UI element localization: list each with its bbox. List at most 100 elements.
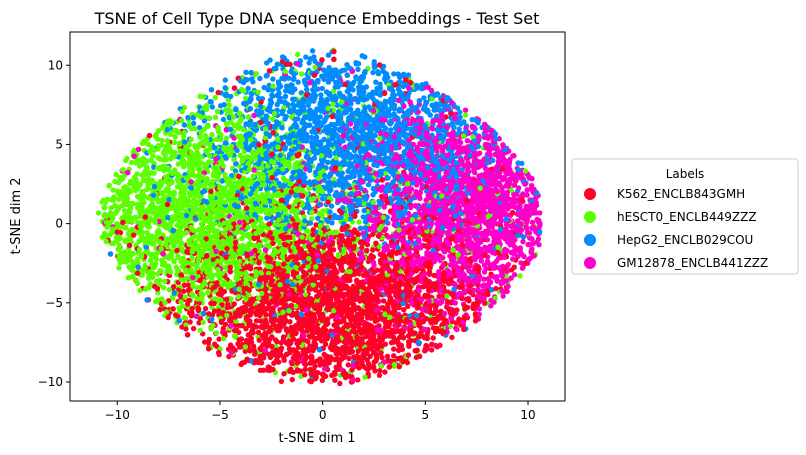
scatter-point-series-3 <box>381 204 387 210</box>
scatter-point-series-1 <box>155 297 161 303</box>
scatter-point-series-2 <box>359 53 365 59</box>
scatter-point-series-1 <box>208 146 214 152</box>
scatter-point-series-2 <box>295 79 301 85</box>
scatter-point-series-0 <box>368 315 374 321</box>
scatter-point-series-1 <box>100 197 107 203</box>
scatter-point-series-0 <box>461 326 467 333</box>
scatter-point-series-1 <box>127 180 133 187</box>
scatter-point-series-3 <box>500 156 507 162</box>
scatter-point-series-0 <box>381 90 388 97</box>
scatter-point-series-3 <box>408 204 414 210</box>
scatter-point-series-0 <box>379 355 385 361</box>
scatter-point-series-2 <box>391 71 397 77</box>
scatter-point-series-1 <box>95 210 102 216</box>
scatter-point-series-2 <box>306 60 312 66</box>
scatter-point-series-1 <box>197 93 203 100</box>
scatter-point-series-2 <box>459 167 465 173</box>
scatter-point-series-1 <box>136 202 143 209</box>
scatter-point-series-2 <box>304 86 310 93</box>
scatter-point-series-3 <box>481 276 487 282</box>
scatter-point-series-1 <box>301 243 308 249</box>
scatter-point-series-2 <box>222 77 228 83</box>
scatter-point-series-3 <box>412 118 418 124</box>
scatter-point-series-1 <box>179 303 186 309</box>
scatter-point-series-0 <box>459 295 465 302</box>
chart-title: TSNE of Cell Type DNA sequence Embedding… <box>94 9 540 28</box>
scatter-point-series-0 <box>256 337 262 343</box>
scatter-point-series-1 <box>226 102 232 108</box>
scatter-point-series-0 <box>289 376 295 383</box>
scatter-point-series-1 <box>196 243 203 249</box>
scatter-point-series-0 <box>377 367 383 374</box>
scatter-point-series-0 <box>190 325 197 332</box>
scatter-point-series-1 <box>199 160 205 166</box>
scatter-point-series-3 <box>461 289 467 295</box>
scatter-points <box>95 47 543 387</box>
scatter-point-series-0 <box>401 307 407 313</box>
scatter-point-series-0 <box>212 341 218 347</box>
scatter-point-series-1 <box>155 290 161 296</box>
scatter-point-series-1 <box>223 107 229 113</box>
scatter-point-series-2 <box>316 119 322 125</box>
scatter-point-series-0 <box>449 334 455 341</box>
scatter-point-series-0 <box>321 351 327 358</box>
scatter-point-series-2 <box>266 105 272 111</box>
scatter-point-series-1 <box>186 169 192 175</box>
scatter-point-series-0 <box>396 304 402 311</box>
scatter-point-series-2 <box>325 52 332 58</box>
scatter-point-series-2 <box>302 79 308 86</box>
scatter-point-series-3 <box>488 303 494 309</box>
scatter-point-series-2 <box>421 95 427 101</box>
scatter-point-series-1 <box>115 206 122 212</box>
scatter-point-series-0 <box>187 319 193 325</box>
scatter-point-series-1 <box>517 273 523 279</box>
scatter-point-series-2 <box>456 126 462 132</box>
scatter-point-series-2 <box>261 84 267 91</box>
scatter-point-series-1 <box>129 159 135 166</box>
scatter-point-series-0 <box>346 355 352 362</box>
scatter-point-series-3 <box>513 197 519 203</box>
scatter-point-series-2 <box>370 192 376 198</box>
scatter-point-series-0 <box>355 377 361 383</box>
scatter-point-series-2 <box>303 54 309 60</box>
scatter-point-series-3 <box>475 286 481 293</box>
scatter-point-series-0 <box>247 312 253 318</box>
scatter-point-series-1 <box>144 230 150 236</box>
scatter-point-series-3 <box>462 107 469 113</box>
scatter-point-series-0 <box>302 366 308 372</box>
scatter-point-series-2 <box>357 225 364 231</box>
scatter-point-series-1 <box>168 220 174 226</box>
scatter-point-series-0 <box>359 244 365 251</box>
scatter-point-series-0 <box>380 298 387 304</box>
scatter-point-series-1 <box>356 219 362 225</box>
scatter-point-series-2 <box>311 54 317 60</box>
scatter-point-series-1 <box>189 255 195 261</box>
scatter-point-series-0 <box>216 336 222 342</box>
scatter-point-series-1 <box>135 219 141 226</box>
scatter-point-series-3 <box>476 294 482 300</box>
scatter-point-series-0 <box>391 353 397 359</box>
scatter-point-series-0 <box>430 335 436 341</box>
scatter-point-series-2 <box>375 69 381 75</box>
scatter-point-series-2 <box>326 65 332 71</box>
scatter-point-series-1 <box>112 178 118 185</box>
scatter-point-series-1 <box>231 333 238 339</box>
scatter-point-series-3 <box>511 272 518 278</box>
scatter-point-series-1 <box>147 257 154 263</box>
scatter-point-series-0 <box>242 348 248 354</box>
scatter-point-series-1 <box>257 215 264 221</box>
scatter-point-series-3 <box>484 237 491 243</box>
scatter-point-series-2 <box>207 98 213 105</box>
scatter-point-series-0 <box>281 357 287 363</box>
scatter-point-series-3 <box>410 141 416 148</box>
scatter-point-series-0 <box>369 231 376 238</box>
scatter-point-series-2 <box>312 119 318 125</box>
scatter-point-series-0 <box>364 247 370 254</box>
scatter-point-series-0 <box>376 372 383 378</box>
scatter-point-series-3 <box>454 326 460 333</box>
scatter-point-series-2 <box>309 48 316 54</box>
scatter-point-series-1 <box>212 94 218 101</box>
scatter-point-series-2 <box>282 93 289 100</box>
scatter-point-series-1 <box>157 277 163 284</box>
